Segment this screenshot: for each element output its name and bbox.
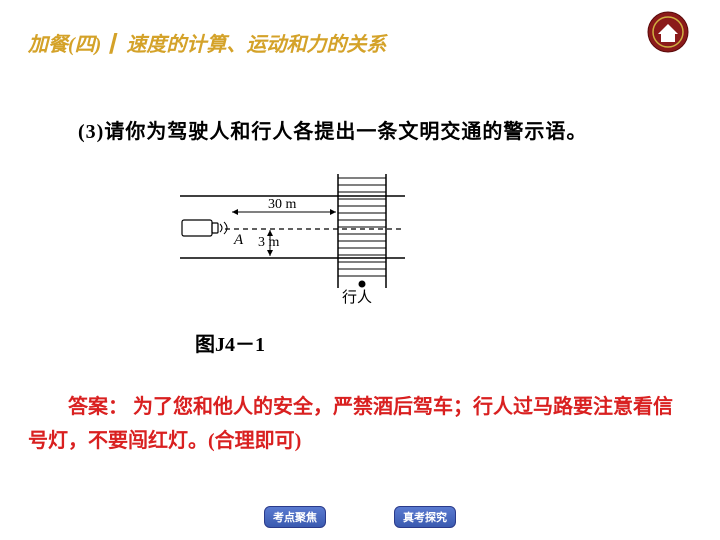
point-a-label: A — [233, 232, 244, 248]
answer-text: 答案： 为了您和他人的安全，严禁酒后驾车；行人过马路要注意看信号灯，不要闯红灯。… — [28, 390, 692, 458]
diagram: 30 m A 3 m 行人 — [180, 168, 420, 308]
focus-button[interactable]: 考点聚焦 — [264, 506, 326, 528]
explore-button[interactable]: 真考探究 — [394, 506, 456, 528]
distance-label: 30 m — [268, 197, 297, 212]
answer-label: 答案： — [68, 396, 128, 418]
question-text: (3)请你为驾驶人和行人各提出一条文明交通的警示语。 — [78, 115, 720, 144]
home-button[interactable] — [646, 10, 690, 54]
offset-label: 3 m — [258, 235, 280, 250]
home-icon — [646, 10, 690, 54]
slide-header: 加餐(四)┃ 速度的计算、运动和力的关系 — [0, 0, 720, 57]
figure-caption: 图J4－1 — [195, 328, 265, 357]
footer-nav: 考点聚焦 真考探究 — [0, 506, 720, 528]
header-title: 加餐(四)┃ 速度的计算、运动和力的关系 — [28, 34, 386, 56]
pedestrian-label: 行人 — [342, 289, 372, 306]
